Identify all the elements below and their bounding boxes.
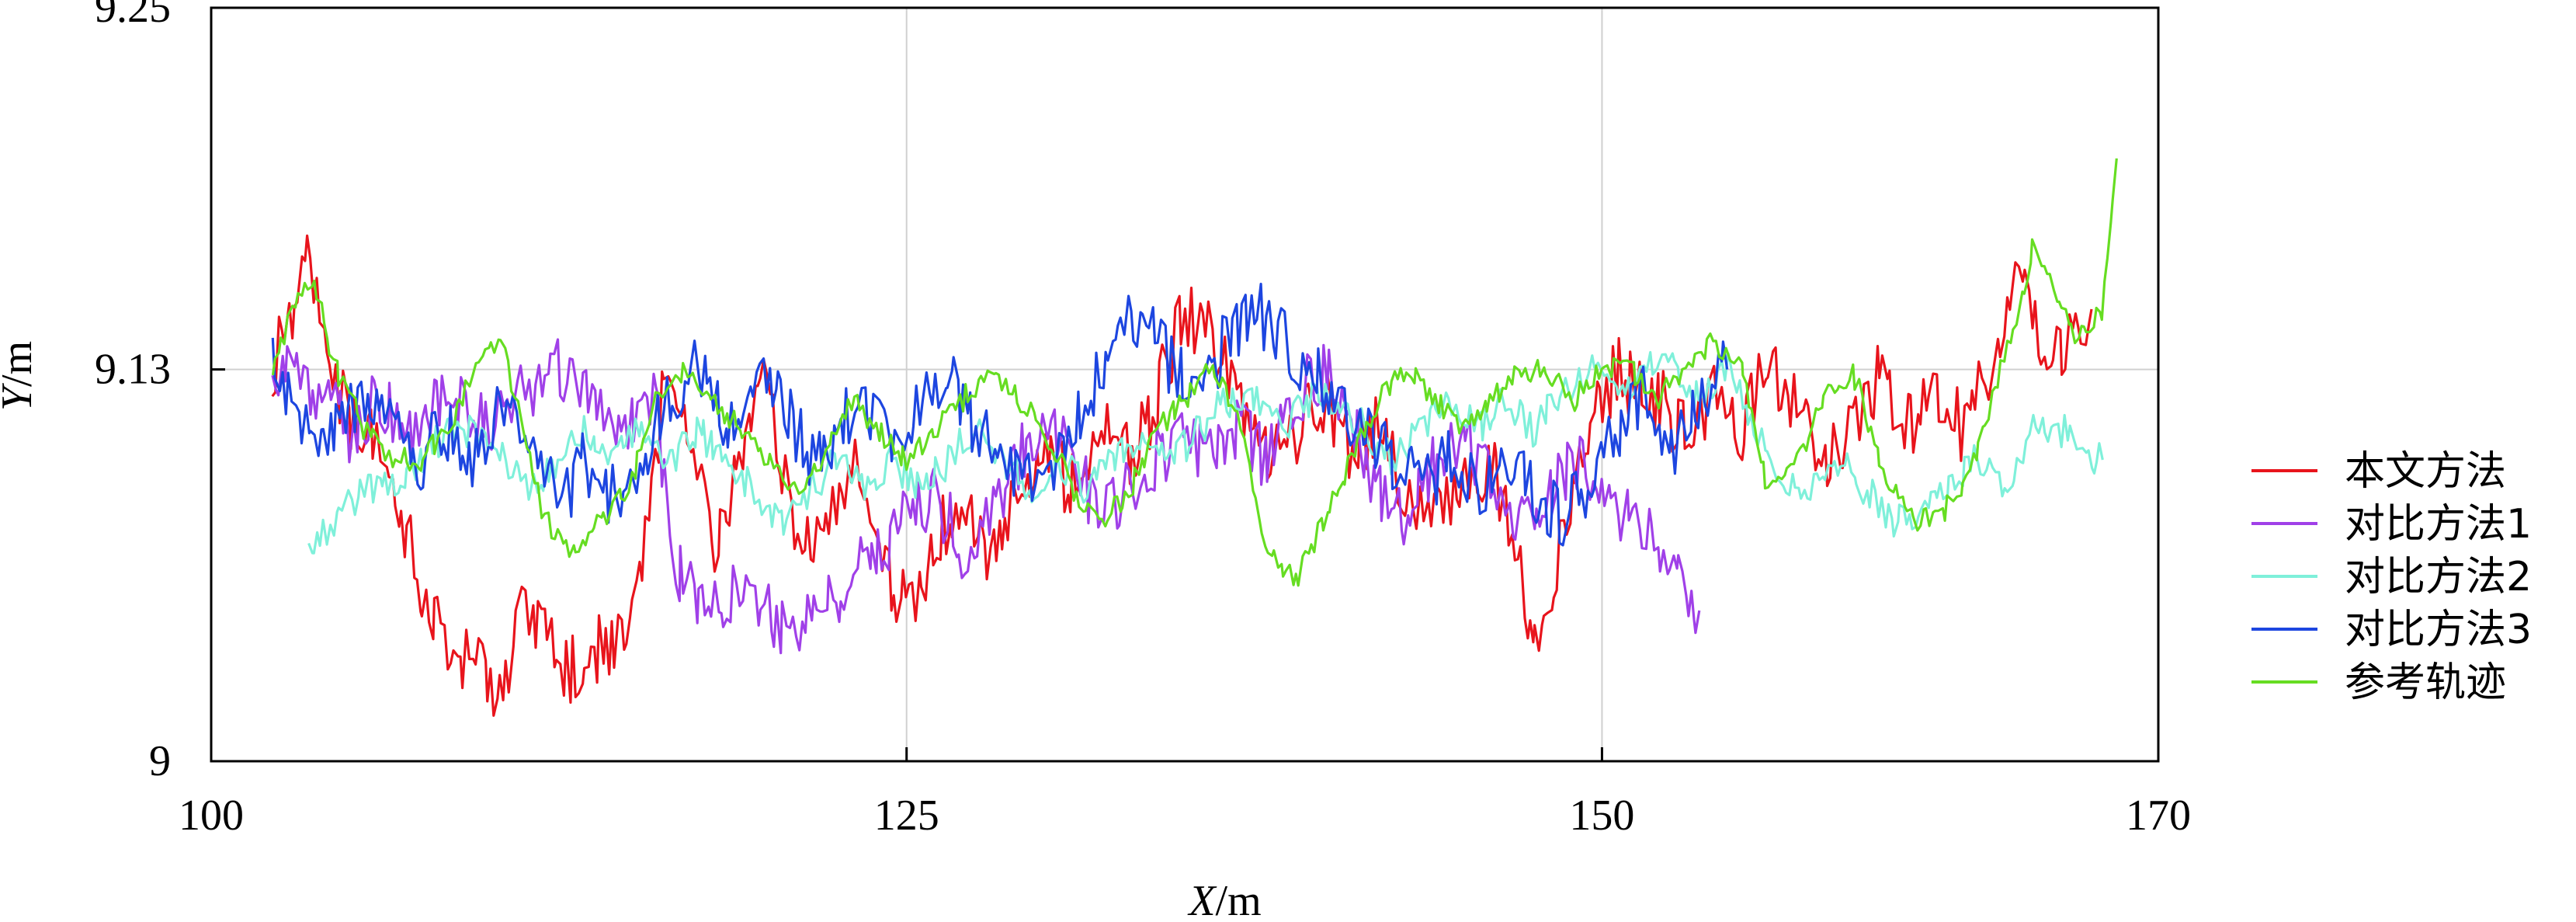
series-line [307,350,2104,555]
legend-label: 对比方法3 [2345,607,2532,653]
y-tick-label: 9.25 [95,0,171,32]
series-line [271,234,2093,717]
legend-label: 对比方法1 [2345,501,2532,548]
series-line [271,283,1729,547]
series-line [271,338,1701,655]
grid-lines [211,8,2158,761]
y-axis-label: Y/m [0,341,41,411]
series-layer [271,158,2118,717]
plot-frame [210,6,2160,763]
x-tick-label: 170 [2126,792,2191,840]
legend-label: 参考轨迹 [2345,659,2506,706]
y-axis-var: Y [0,382,41,411]
y-tick-label: 9 [149,737,171,785]
x-axis-var: X [1187,877,1217,922]
legend-label: 对比方法2 [2345,554,2532,600]
x-tick-label: 100 [179,792,244,840]
y-tick-label: 9.13 [95,346,171,394]
legend-label: 本文方法 [2345,448,2506,495]
series-line [271,158,2118,587]
x-axis-label: X/m [1187,877,1261,922]
y-axis-unit: /m [0,341,41,387]
x-axis-unit: /m [1216,877,1262,922]
axis-ticks: 100 125 150 170 9 9.13 9.25 [95,0,2191,840]
x-tick-label: 150 [1569,792,1634,840]
x-tick-label: 125 [874,792,939,840]
